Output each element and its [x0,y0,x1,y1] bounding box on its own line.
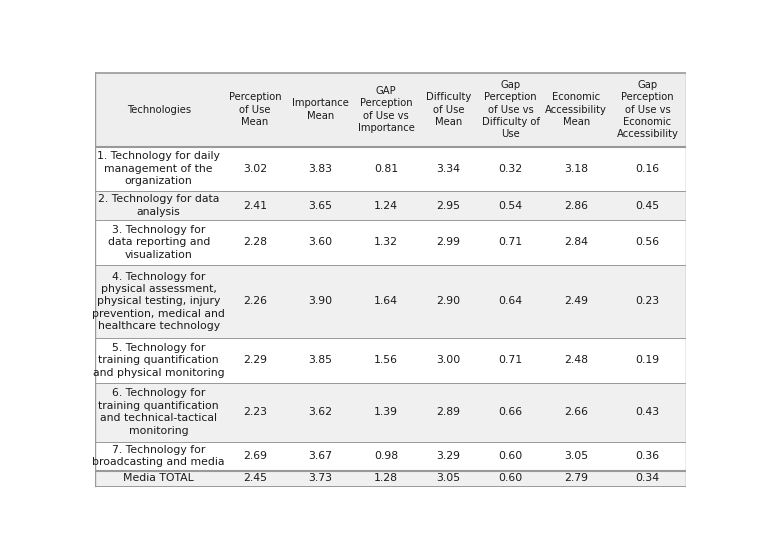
Text: 1.28: 1.28 [374,473,398,483]
Text: 3.83: 3.83 [309,164,332,174]
Text: 2.99: 2.99 [437,237,460,247]
Text: 3. Technology for
data reporting and
visualization: 3. Technology for data reporting and vis… [107,225,210,260]
Bar [95,220,686,264]
Text: 0.32: 0.32 [498,164,523,174]
Text: 6. Technology for
training quantification
and technical-tactical
monitoring: 6. Technology for training quantificatio… [98,388,219,436]
Text: 2.84: 2.84 [564,237,588,247]
Text: 3.62: 3.62 [309,407,332,417]
Text: 4. Technology for
physical assessment,
physical testing, injury
prevention, medi: 4. Technology for physical assessment, p… [92,272,226,331]
Text: GAP
Perception
of Use vs
Importance: GAP Perception of Use vs Importance [357,86,415,133]
Text: 3.73: 3.73 [309,473,332,483]
Text: 0.54: 0.54 [498,201,523,211]
Text: Gap
Perception
of Use vs
Difficulty of
Use: Gap Perception of Use vs Difficulty of U… [482,80,539,139]
Text: 2.90: 2.90 [437,296,460,306]
Text: 2.86: 2.86 [564,201,588,211]
Text: Technologies: Technologies [126,105,190,114]
Text: 2.79: 2.79 [564,473,588,483]
Bar [95,471,686,486]
Text: 2.69: 2.69 [243,451,267,461]
Text: 2. Technology for data
analysis: 2. Technology for data analysis [98,194,219,217]
Text: 7. Technology for
broadcasting and media: 7. Technology for broadcasting and media [92,445,225,467]
Text: 3.18: 3.18 [564,164,588,174]
Text: 0.60: 0.60 [498,473,523,483]
Text: 0.81: 0.81 [374,164,399,174]
Text: 2.95: 2.95 [437,201,460,211]
Text: 3.29: 3.29 [437,451,460,461]
Bar [95,264,686,338]
Text: 3.65: 3.65 [309,201,332,211]
Text: Gap
Perception
of Use vs
Economic
Accessibility: Gap Perception of Use vs Economic Access… [616,80,678,139]
Text: 1. Technology for daily
management of the
organization: 1. Technology for daily management of th… [98,151,220,186]
Text: Importance
Mean: Importance Mean [292,98,349,121]
Text: 0.16: 0.16 [636,164,659,174]
Text: 0.19: 0.19 [636,356,659,366]
Text: 2.29: 2.29 [243,356,267,366]
Text: 2.89: 2.89 [437,407,460,417]
Text: 2.66: 2.66 [564,407,588,417]
Text: 0.43: 0.43 [636,407,659,417]
Bar [95,441,686,471]
Text: 2.48: 2.48 [564,356,588,366]
Text: 3.00: 3.00 [437,356,460,366]
Text: 3.85: 3.85 [309,356,332,366]
Text: 0.71: 0.71 [498,356,523,366]
Text: 2.45: 2.45 [243,473,267,483]
Text: 0.71: 0.71 [498,237,523,247]
Text: 0.98: 0.98 [374,451,399,461]
Bar [95,338,686,383]
Text: 0.60: 0.60 [498,451,523,461]
Text: 3.90: 3.90 [309,296,332,306]
Text: 0.66: 0.66 [498,407,523,417]
Text: 2.23: 2.23 [243,407,267,417]
Text: 0.23: 0.23 [636,296,659,306]
Text: 0.36: 0.36 [636,451,659,461]
Bar [95,73,686,147]
Text: Economic
Accessibility
Mean: Economic Accessibility Mean [546,92,607,127]
Text: 2.26: 2.26 [243,296,267,306]
Text: 3.67: 3.67 [309,451,332,461]
Text: 3.05: 3.05 [437,473,460,483]
Text: 0.64: 0.64 [498,296,523,306]
Text: 1.24: 1.24 [374,201,398,211]
Text: Media TOTAL: Media TOTAL [123,473,194,483]
Bar [95,383,686,441]
Text: 0.56: 0.56 [636,237,659,247]
Text: 3.60: 3.60 [309,237,332,247]
Text: 2.49: 2.49 [564,296,588,306]
Text: 1.39: 1.39 [374,407,398,417]
Text: 2.41: 2.41 [243,201,267,211]
Text: 1.56: 1.56 [374,356,398,366]
Text: 3.02: 3.02 [243,164,267,174]
Text: 0.34: 0.34 [636,473,659,483]
Text: Perception
of Use
Mean: Perception of Use Mean [229,92,281,127]
Text: 3.05: 3.05 [564,451,588,461]
Text: 0.45: 0.45 [636,201,659,211]
Text: Difficulty
of Use
Mean: Difficulty of Use Mean [426,92,471,127]
Text: 1.64: 1.64 [374,296,398,306]
Bar [95,147,686,191]
Bar [95,191,686,220]
Text: 3.34: 3.34 [437,164,460,174]
Text: 1.32: 1.32 [374,237,398,247]
Text: 2.28: 2.28 [243,237,267,247]
Text: 5. Technology for
training quantification
and physical monitoring: 5. Technology for training quantificatio… [93,343,225,378]
